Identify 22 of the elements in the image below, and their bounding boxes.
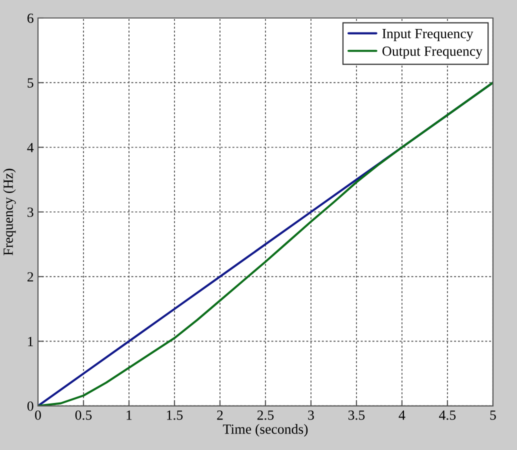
y-tick-label: 2 xyxy=(28,272,34,282)
y-axis-title: Frequency (Hz) xyxy=(3,168,16,256)
y-tick-label: 0 xyxy=(27,401,34,411)
x-tick-label: 0 xyxy=(35,410,41,420)
x-axis-title: Time (seconds) xyxy=(222,424,308,437)
x-tick-label: 2.5 xyxy=(257,410,274,420)
x-tick-label: 3 xyxy=(308,410,314,420)
y-tick-label: 5 xyxy=(28,78,34,88)
y-tick-label: 1 xyxy=(28,336,33,346)
x-tick-label: 4 xyxy=(398,410,406,420)
legend-label: Input Frequency xyxy=(382,29,474,42)
x-tick-label: 1 xyxy=(126,410,132,420)
x-tick-label: 3.5 xyxy=(348,410,365,420)
legend-label: Output Frequency xyxy=(382,46,482,59)
x-tick-label: 5 xyxy=(490,410,496,420)
y-tick-label: 3 xyxy=(28,208,34,217)
x-tick-label: 2 xyxy=(217,410,223,420)
x-tick-label: 4.5 xyxy=(439,410,456,420)
y-tick-label: 6 xyxy=(27,14,34,23)
y-tick-label: 4 xyxy=(27,142,34,152)
x-tick-label: 0.5 xyxy=(75,410,92,420)
x-tick-label: 1.5 xyxy=(167,410,183,420)
